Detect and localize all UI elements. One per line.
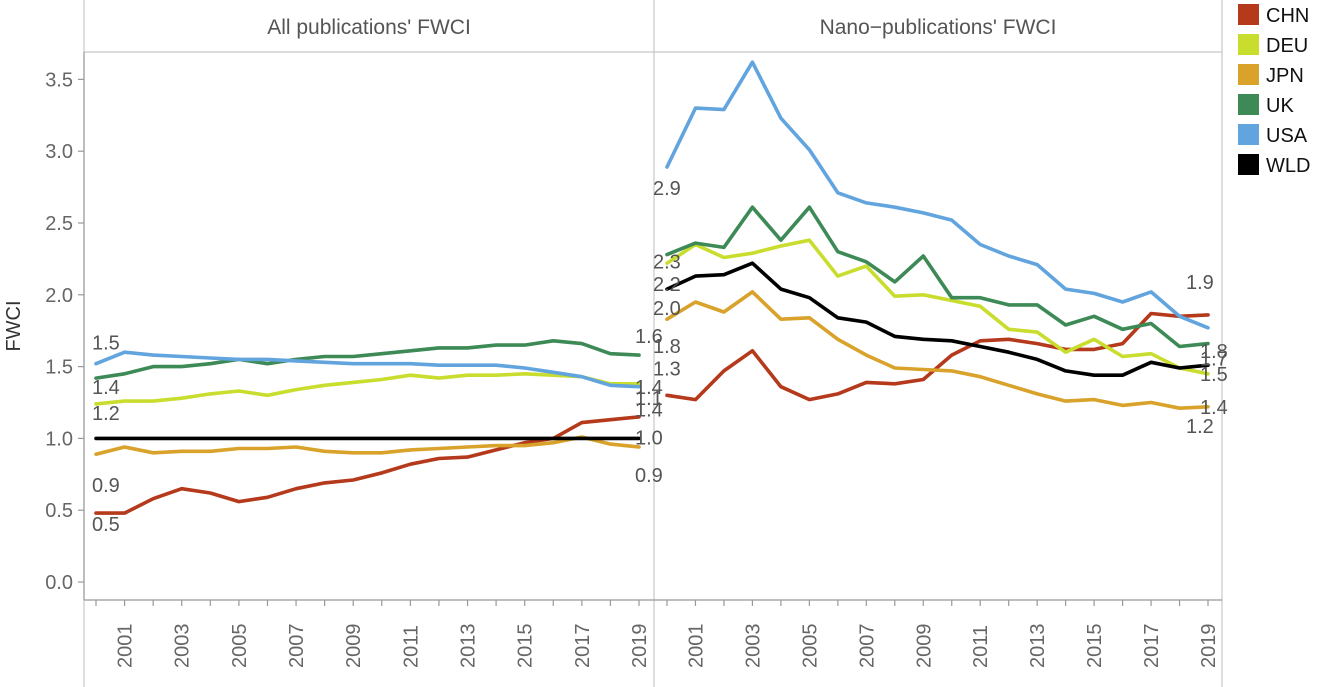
start-label-chn-panel-2: 1.3 <box>653 358 681 380</box>
start-label-chn-panel-1: 0.5 <box>92 514 120 536</box>
chart-frame: All publications' FWCI Nano−publications'… <box>83 0 1223 687</box>
x-tick-label: 2013 <box>1027 624 1049 669</box>
start-label-jpn-panel-2: 1.8 <box>653 336 681 358</box>
start-label-deu-panel-1: 1.2 <box>92 403 120 425</box>
y-tick-label: 2.5 <box>45 213 73 235</box>
legend-swatch-uk <box>1238 94 1259 115</box>
start-label-uk-panel-2: 2.3 <box>653 252 681 274</box>
end-label-wld-panel-2: 1.5 <box>1200 364 1228 386</box>
legend-label-usa: USA <box>1266 125 1308 147</box>
end-label-deu-panel-1: 1.4 <box>635 377 663 399</box>
y-tick-label: 2.0 <box>45 285 73 307</box>
end-label-uk-panel-2: 1.7 <box>1200 349 1228 371</box>
x-tick-label: 2005 <box>229 624 251 669</box>
x-tick-label: 2015 <box>1084 624 1106 669</box>
legend-swatch-deu <box>1238 34 1259 55</box>
series-lines <box>94 60 1210 515</box>
series-line-usa-panel-1 <box>94 350 641 389</box>
panel-title-1: All publications' FWCI <box>267 16 471 39</box>
series-line-wld-panel-2 <box>665 261 1210 378</box>
y-tick-label: 3.0 <box>45 141 73 163</box>
end-label-chn-panel-1: 1.1 <box>635 388 663 410</box>
x-tick-label: 2001 <box>115 624 137 669</box>
x-tick-label: 2017 <box>572 624 594 669</box>
y-tick-label: 0.5 <box>45 500 73 522</box>
start-label-usa-panel-2: 2.9 <box>653 178 681 200</box>
x-tick-label: 2007 <box>856 624 878 669</box>
x-tick-label: 2013 <box>458 624 480 669</box>
legend-label-deu: DEU <box>1266 35 1308 57</box>
series-line-jpn-panel-1 <box>94 435 641 457</box>
start-label-wld-panel-2: 2.0 <box>653 298 681 320</box>
legend-swatch-wld <box>1238 154 1259 175</box>
series-line-chn-panel-2 <box>665 311 1210 402</box>
legend-swatch-usa <box>1238 124 1259 145</box>
x-tick-label: 2017 <box>1141 624 1163 669</box>
y-tick-label: 1.0 <box>45 428 73 450</box>
end-label-usa-panel-1: 1.4 <box>635 400 663 422</box>
start-label-usa-panel-1: 1.5 <box>92 333 120 355</box>
legend-swatch-jpn <box>1238 64 1259 85</box>
y-tick-label: 3.5 <box>45 69 73 91</box>
x-tick-label: 2009 <box>343 624 365 669</box>
axes: 0.0 0.5 1.0 1.5 2.0 2.5 3.0 3.5 FWCI 2001 2003 2005… <box>3 52 1222 668</box>
x-tick-label: 2011 <box>400 625 422 668</box>
end-label-usa-panel-2: 1.8 <box>1200 341 1228 363</box>
legend-label-wld: WLD <box>1266 155 1310 177</box>
start-label-deu-panel-2: 2.2 <box>653 274 681 296</box>
end-label-deu-panel-2: 1.4 <box>1200 397 1228 419</box>
series-line-deu-panel-2 <box>665 238 1210 376</box>
series-line-uk-panel-2 <box>665 205 1210 349</box>
x-tick-label: 2015 <box>515 624 537 669</box>
series-line-chn-panel-1 <box>94 415 641 515</box>
end-label-wld-panel-1: 1.0 <box>635 427 663 449</box>
x-tick-label: 2003 <box>172 624 194 669</box>
x-tick-label: 2019 <box>629 624 651 669</box>
y-tick-label: 1.5 <box>45 357 73 379</box>
x-tick-label: 2011 <box>970 625 992 668</box>
x-tick-label: 2003 <box>742 624 764 669</box>
start-label-uk-panel-1: 1.4 <box>92 377 120 399</box>
legend-swatch-chn <box>1238 4 1259 25</box>
panel-title-2: Nano−publications' FWCI <box>820 16 1057 39</box>
series-line-deu-panel-1 <box>94 371 641 406</box>
data-labels: 1.51.41.20.90.51.61.41.41.11.00.92.92.32… <box>92 178 1228 536</box>
end-label-jpn-panel-2: 1.2 <box>1186 416 1214 438</box>
legend-label-jpn: JPN <box>1266 65 1304 87</box>
legend-label-chn: CHN <box>1266 5 1309 27</box>
x-tick-label: 2007 <box>286 624 308 669</box>
legend-label-uk: UK <box>1266 95 1294 117</box>
series-line-uk-panel-1 <box>94 338 641 380</box>
series-line-usa-panel-2 <box>665 60 1210 330</box>
x-tick-label: 2005 <box>799 624 821 669</box>
legend: CHN DEU JPN UK USA WLD <box>1238 4 1310 177</box>
x-tick-label: 2001 <box>685 624 707 669</box>
end-label-uk-panel-1: 1.6 <box>635 326 663 348</box>
start-label-jpn-panel-1: 0.9 <box>92 475 120 497</box>
y-tick-label: 0.0 <box>45 572 73 594</box>
y-axis-title: FWCI <box>3 300 25 351</box>
end-label-jpn-panel-1: 0.9 <box>635 465 663 487</box>
x-tick-label: 2019 <box>1198 624 1220 669</box>
x-tick-label: 2009 <box>913 624 935 669</box>
end-label-chn-panel-2: 1.9 <box>1186 272 1214 294</box>
series-line-jpn-panel-2 <box>665 290 1210 411</box>
